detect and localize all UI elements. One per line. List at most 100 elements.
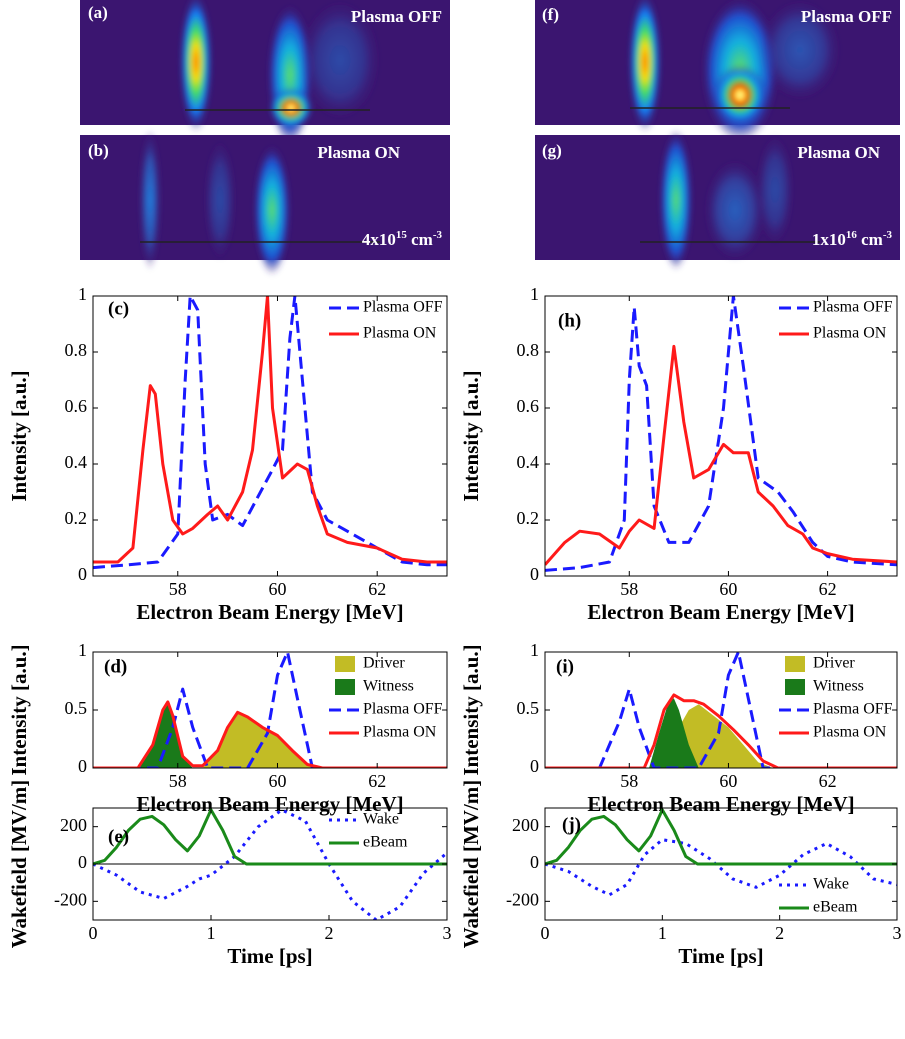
x-tick-label: 62 <box>819 771 837 791</box>
image-caption: Plasma ON <box>797 143 880 162</box>
y-tick-label: 200 <box>512 815 539 835</box>
legend-swatch <box>335 679 355 695</box>
panel-label: (h) <box>558 310 581 331</box>
legend-label: Wake <box>813 876 849 893</box>
legend-label: Plasma OFF <box>813 701 893 718</box>
density-exponent: 16 <box>846 229 858 241</box>
x-axis-label: Electron Beam Energy [MeV] <box>587 600 854 624</box>
chart: 0123-2000200Time [ps]Wakefield [MV/m](e)… <box>7 780 452 968</box>
y-tick-label: 0.5 <box>65 698 88 718</box>
density-unit: cm <box>857 230 883 249</box>
image-caption: Plasma OFF <box>351 7 442 26</box>
x-tick-label: 2 <box>775 923 784 943</box>
y-tick-label: 0.6 <box>517 396 540 416</box>
panel-label: (i) <box>556 656 574 677</box>
y-tick-label: 0.8 <box>65 340 88 360</box>
y-axis-label: Intensity [a.u.] <box>7 370 31 501</box>
legend-label: Plasma OFF <box>363 299 443 316</box>
panel-label: (b) <box>88 141 109 160</box>
y-tick-label: 0 <box>530 564 539 584</box>
image-panel: (a) Plasma OFF <box>80 0 450 145</box>
y-tick-label: 0 <box>530 852 539 872</box>
panel-label: (d) <box>104 656 127 677</box>
legend-label: Driver <box>363 655 405 672</box>
legend-label: Plasma ON <box>363 724 437 741</box>
legend-label: Plasma ON <box>363 325 437 342</box>
x-tick-label: 58 <box>169 771 187 791</box>
legend-label: Wake <box>363 811 399 828</box>
legend-label: Plasma ON <box>813 724 887 741</box>
x-tick-label: 58 <box>620 771 638 791</box>
y-axis-label: Intensity [a.u.] <box>459 644 483 775</box>
y-tick-label: 1 <box>530 284 539 304</box>
y-tick-label: -200 <box>54 889 87 909</box>
y-tick-label: 0 <box>78 756 87 776</box>
y-tick-label: 1 <box>530 640 539 660</box>
x-tick-label: 0 <box>541 923 550 943</box>
x-tick-label: 58 <box>169 579 187 599</box>
panel-label: (c) <box>108 298 129 319</box>
y-tick-label: 0 <box>530 756 539 776</box>
y-tick-label: 0.4 <box>65 452 88 472</box>
legend-swatch <box>785 656 805 672</box>
y-tick-label: 0.5 <box>517 698 540 718</box>
legend-swatch <box>785 679 805 695</box>
legend-label: Plasma OFF <box>813 299 893 316</box>
x-tick-label: 60 <box>268 579 286 599</box>
y-tick-label: 1 <box>78 284 87 304</box>
panel-label: (e) <box>108 826 129 847</box>
x-tick-label: 2 <box>325 923 334 943</box>
legend-label: Witness <box>363 678 414 695</box>
x-tick-label: 60 <box>719 771 737 791</box>
legend-label: eBeam <box>813 899 858 916</box>
y-tick-label: 1 <box>78 640 87 660</box>
y-tick-label: 0.8 <box>517 340 540 360</box>
y-tick-label: 0.4 <box>517 452 540 472</box>
density-unit: cm <box>407 230 433 249</box>
density-unit-exponent: -3 <box>883 229 893 241</box>
y-tick-label: -200 <box>506 889 539 909</box>
image-caption: Plasma OFF <box>801 7 892 26</box>
x-axis-label: Electron Beam Energy [MeV] <box>587 792 854 816</box>
x-tick-label: 3 <box>443 923 452 943</box>
density-unit-exponent: -3 <box>433 229 443 241</box>
y-tick-label: 0 <box>78 564 87 584</box>
line <box>545 346 897 564</box>
legend-label: Plasma ON <box>813 325 887 342</box>
y-axis-label: Intensity [a.u.] <box>459 370 483 501</box>
panel-label: (f) <box>542 5 559 24</box>
y-axis-label: Wakefield [MV/m] <box>7 780 31 949</box>
x-tick-label: 62 <box>368 771 386 791</box>
density-exponent: 15 <box>396 229 408 241</box>
image-panel: (f) Plasma OFF <box>535 0 900 142</box>
y-tick-label: 0 <box>78 852 87 872</box>
legend-label: Witness <box>813 678 864 695</box>
x-tick-label: 3 <box>893 923 902 943</box>
x-tick-label: 62 <box>368 579 386 599</box>
y-tick-label: 200 <box>60 815 87 835</box>
x-axis-label: Time [ps] <box>227 944 312 968</box>
x-tick-label: 1 <box>207 923 216 943</box>
line <box>545 810 897 864</box>
x-tick-label: 0 <box>89 923 98 943</box>
x-tick-label: 62 <box>819 579 837 599</box>
y-tick-label: 0.6 <box>65 396 88 416</box>
panel-label: (a) <box>88 3 108 22</box>
x-axis-label: Electron Beam Energy [MeV] <box>136 600 403 624</box>
y-axis-label: Wakefield [MV/m] <box>459 780 483 949</box>
chart: 58606200.20.40.60.81Electron Beam Energy… <box>7 284 447 624</box>
x-tick-label: 60 <box>268 771 286 791</box>
legend-label: Plasma OFF <box>363 701 443 718</box>
panel-label: (g) <box>542 141 562 160</box>
legend-label: Driver <box>813 655 855 672</box>
legend-label: eBeam <box>363 834 408 851</box>
legend-swatch <box>335 656 355 672</box>
image-panel: (g) Plasma ON 1x1016 cm-3 <box>535 130 900 270</box>
x-tick-label: 1 <box>658 923 667 943</box>
y-axis-label: Intensity [a.u.] <box>7 644 31 775</box>
x-axis-label: Time [ps] <box>678 944 763 968</box>
x-tick-label: 60 <box>719 579 737 599</box>
